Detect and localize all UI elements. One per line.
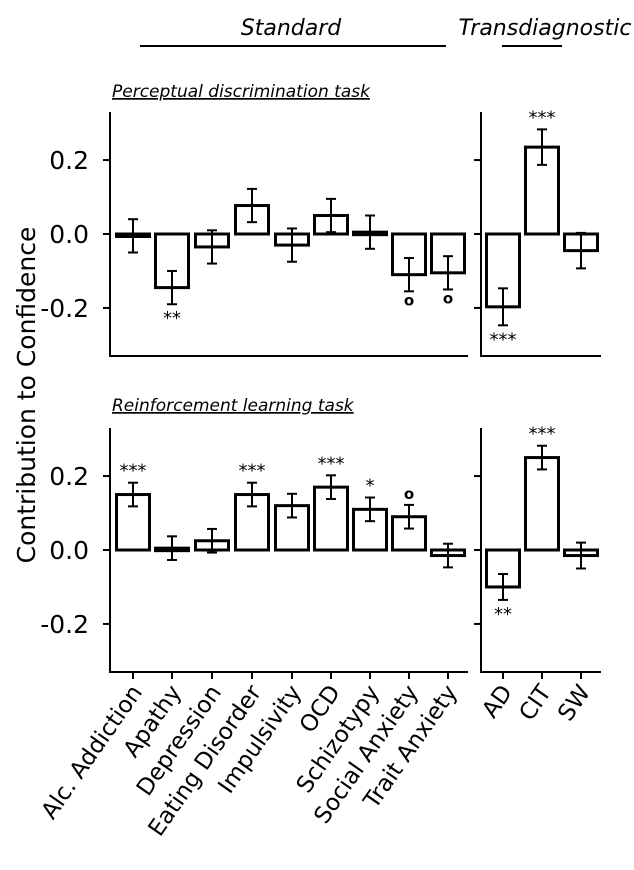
significance-label: *** — [529, 424, 556, 445]
significance-label: *** — [120, 461, 147, 482]
significance-label: ** — [163, 308, 181, 329]
y-tick-label: -0.2 — [40, 294, 89, 323]
significance-label: ** — [494, 604, 512, 625]
group-label-standard: Standard — [241, 16, 343, 41]
x-tick-label: CIT — [514, 680, 557, 726]
significance-label: o — [404, 291, 414, 309]
significance-label: o — [404, 485, 414, 503]
significance-label: o — [443, 289, 453, 307]
significance-label: *** — [490, 329, 517, 350]
bar-transdiagnostic-cit — [524, 145, 560, 236]
y-axis-label: Contribution to Confidence — [12, 227, 41, 564]
y-tick-label: 0.2 — [49, 146, 89, 175]
significance-label: * — [366, 476, 375, 497]
panel-title-reinforcement: Reinforcement learning task — [112, 396, 355, 416]
y-tick-label: 0.0 — [49, 220, 89, 249]
bar-transdiagnostic-cit — [524, 456, 560, 552]
significance-label: *** — [529, 107, 556, 128]
significance-label: *** — [239, 461, 266, 482]
x-tick-label: AD — [477, 681, 517, 723]
y-tick-label: -0.2 — [40, 610, 89, 639]
group-label-transdiagnostic: Transdiagnostic — [459, 16, 632, 41]
y-tick-label: 0.0 — [49, 536, 89, 565]
panel-title-perceptual: Perceptual discrimination task — [112, 82, 371, 102]
x-tick-label: SW — [553, 681, 596, 727]
y-tick-label: 0.2 — [49, 462, 89, 491]
significance-label: *** — [318, 453, 345, 474]
bar-standard-apathy — [154, 232, 190, 290]
